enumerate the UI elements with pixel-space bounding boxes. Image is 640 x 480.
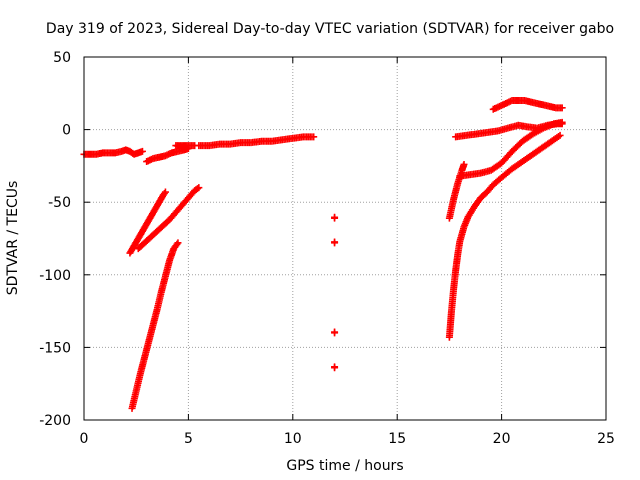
data-point-isolated-noon xyxy=(331,213,339,221)
x-tick-label: 25 xyxy=(597,431,615,447)
y-axis-label: SDTVAR / TECUs xyxy=(5,181,21,296)
data-point-diagonal-upper xyxy=(161,188,169,196)
x-tick-label: 0 xyxy=(80,431,89,447)
x-tick-label: 15 xyxy=(388,431,406,447)
grid-lines xyxy=(84,57,606,420)
data-point-diagonal-upper xyxy=(160,189,168,197)
y-tick-label: -200 xyxy=(39,413,71,429)
data-point-steep-drop xyxy=(174,239,182,247)
chart-title: Day 319 of 2023, Sidereal Day-to-day VTE… xyxy=(46,21,614,37)
data-point-isolated-noon xyxy=(331,328,339,336)
data-points xyxy=(80,97,566,412)
data-point-steep-drop xyxy=(173,240,181,248)
y-tick-label: -100 xyxy=(39,268,71,284)
data-point-evening-top xyxy=(558,104,566,112)
x-axis-label: GPS time / hours xyxy=(286,458,403,474)
x-tick-labels: 0 5 10 15 20 25 xyxy=(80,431,615,447)
y-tick-labels: -200 -150 -100 -50 0 50 xyxy=(39,50,71,429)
data-point-isolated-noon xyxy=(331,238,339,246)
data-point-evening-mid xyxy=(558,120,566,128)
data-point-evening-rise xyxy=(460,160,468,168)
data-point-isolated-noon xyxy=(331,363,339,371)
data-point-diagonal-lower xyxy=(195,184,203,192)
y-tick-label: 50 xyxy=(53,50,71,66)
y-tick-label: 0 xyxy=(62,123,71,139)
data-point-baseline-morning xyxy=(138,147,146,155)
x-tick-label: 5 xyxy=(184,431,193,447)
data-point-diagonal-lower xyxy=(193,185,201,193)
data-point-baseline-late xyxy=(310,133,318,141)
y-tick-label: -50 xyxy=(48,195,71,211)
x-tick-label: 20 xyxy=(493,431,511,447)
data-point-evening-dip xyxy=(556,131,564,139)
x-tick-label: 10 xyxy=(284,431,302,447)
y-tick-label: -150 xyxy=(39,340,71,356)
plot-frame xyxy=(83,56,607,421)
